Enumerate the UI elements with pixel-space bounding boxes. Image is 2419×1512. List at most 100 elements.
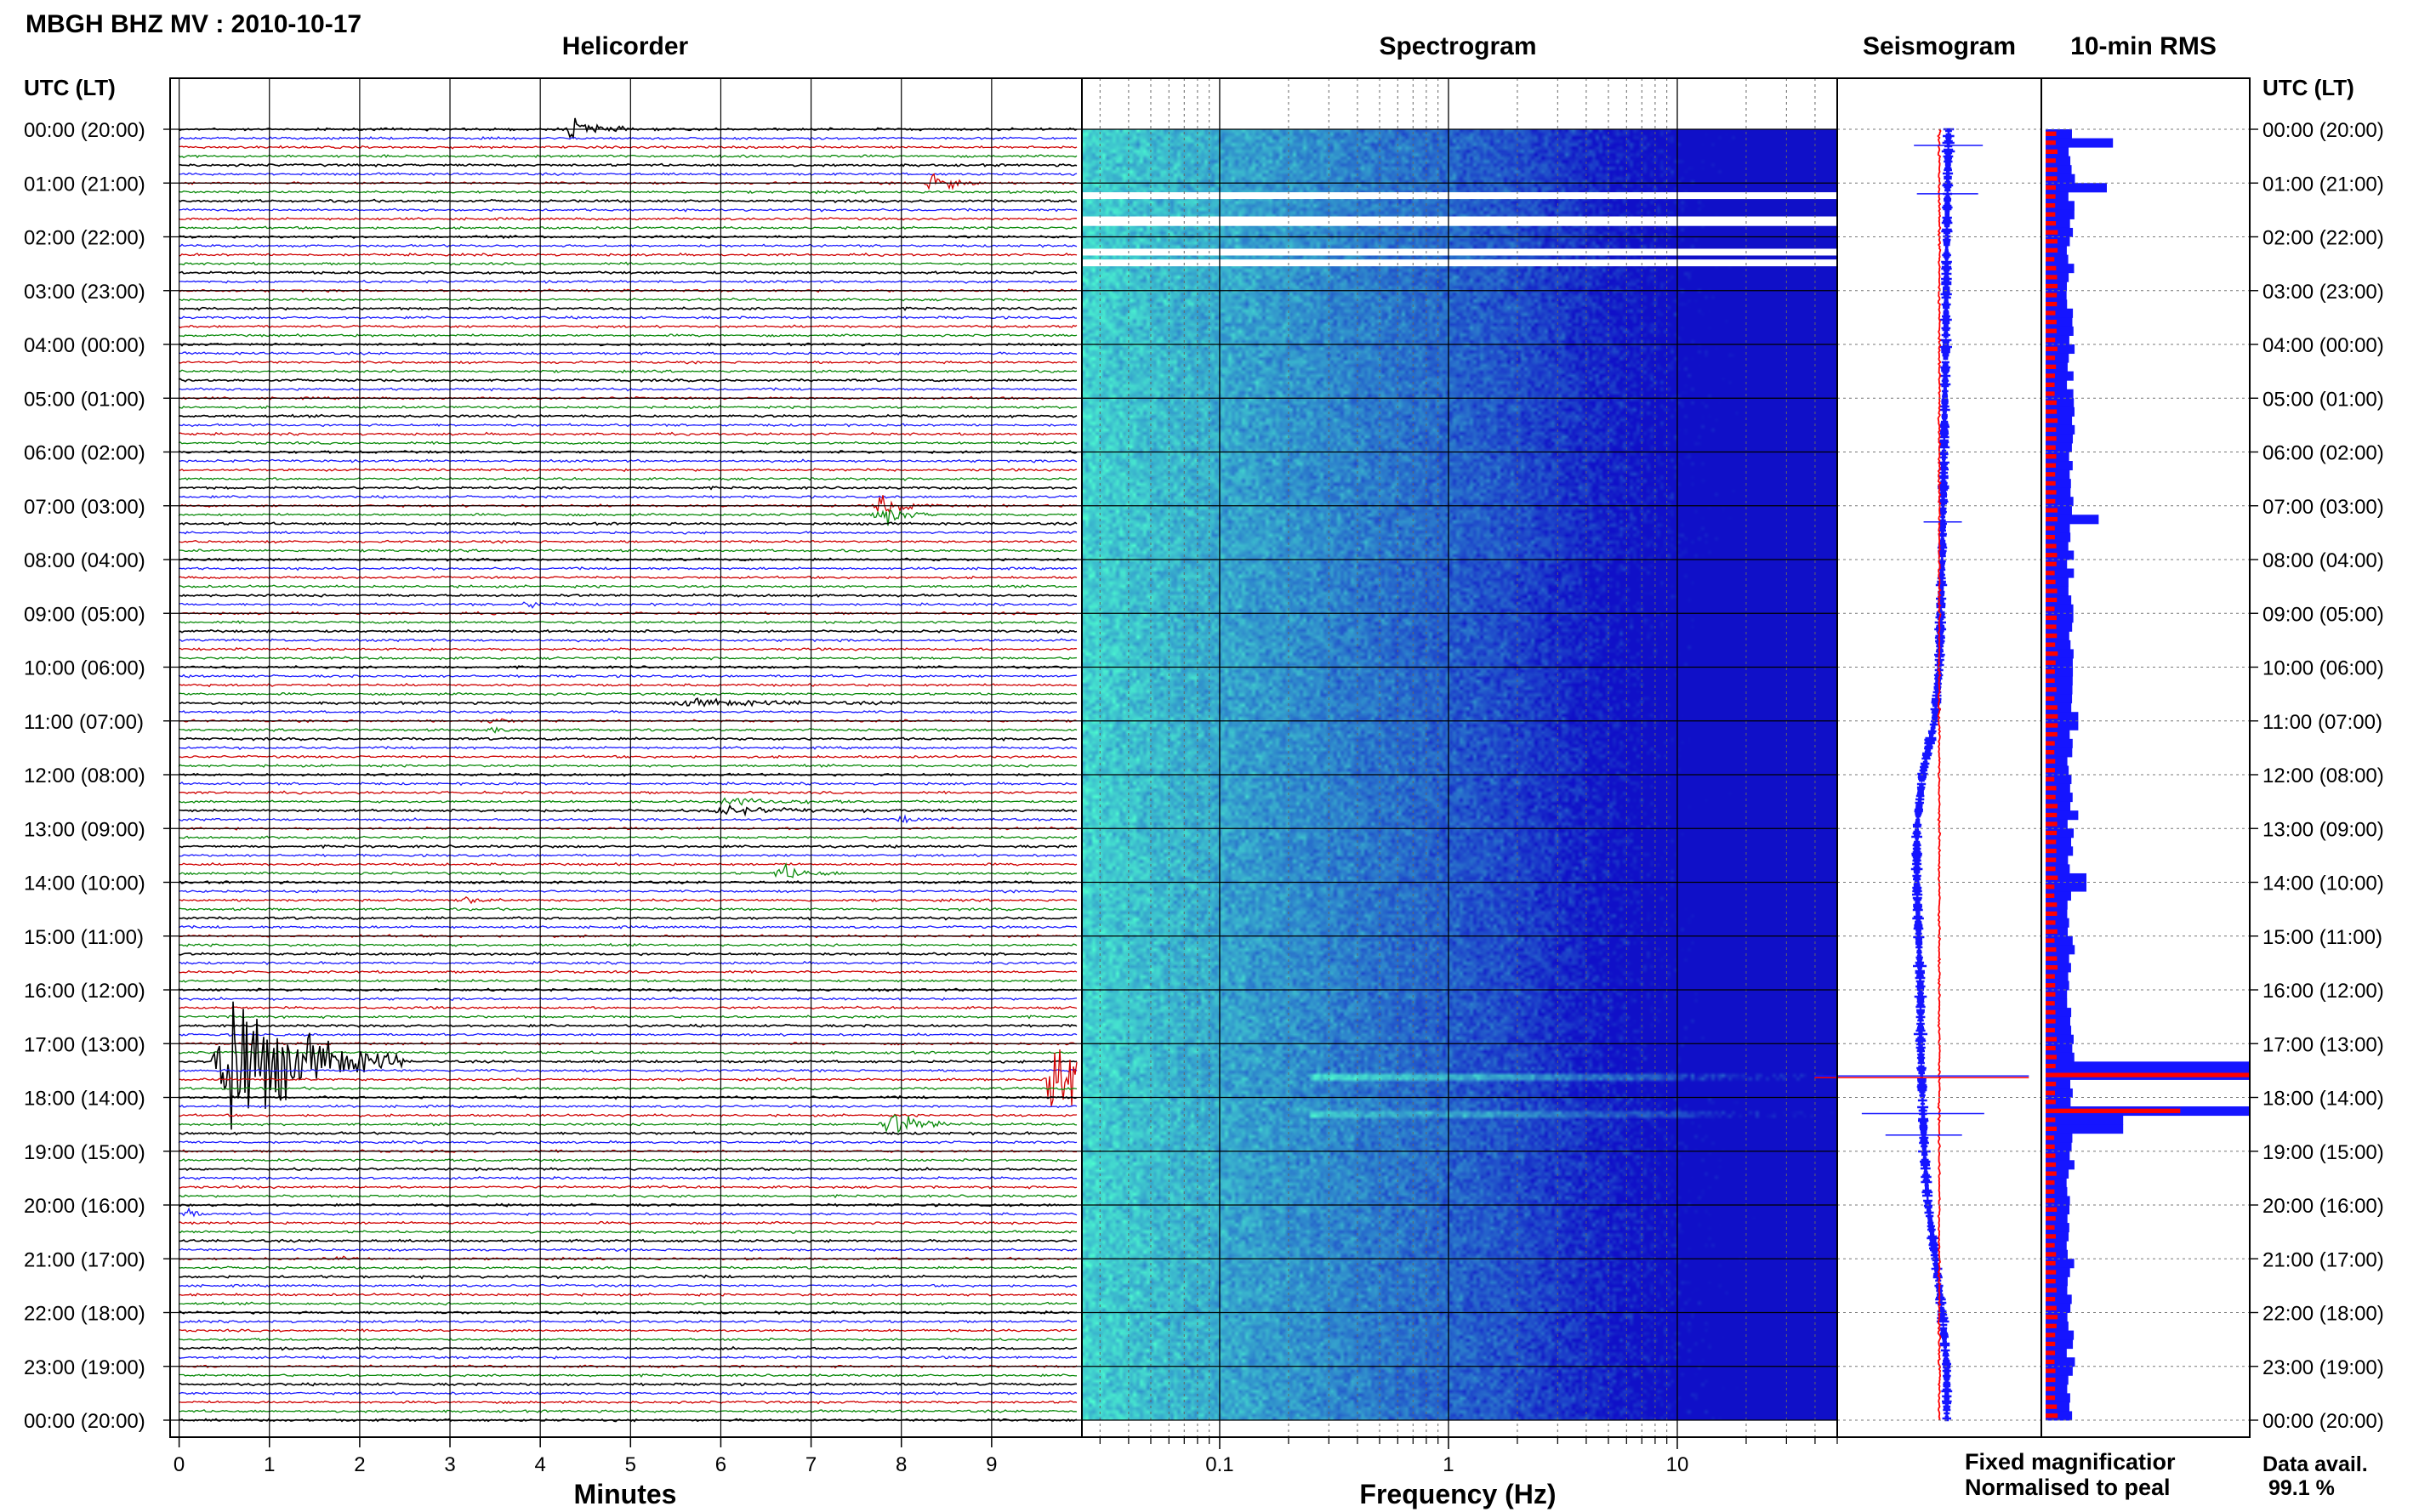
helicorder-trace bbox=[178, 978, 1078, 983]
helicorder-trace bbox=[178, 889, 1078, 894]
rms-bar-fixed bbox=[2046, 685, 2073, 695]
rms-bar-normalised bbox=[2046, 1153, 2056, 1158]
rms-bar-fixed bbox=[2046, 1366, 2073, 1376]
rms-bar-normalised bbox=[2046, 463, 2057, 468]
helicorder-trace bbox=[178, 1166, 1078, 1172]
rms-bar-fixed bbox=[2046, 1088, 2073, 1098]
helicorder-trace bbox=[178, 697, 1078, 708]
rms-bar-fixed bbox=[2046, 747, 2073, 758]
rms-bar-fixed bbox=[2046, 165, 2072, 175]
rms-bar-normalised bbox=[2046, 265, 2057, 271]
rms-bar-normalised bbox=[2046, 1072, 2250, 1077]
helicorder-trace bbox=[178, 173, 1078, 190]
time-label-left: 23:00 (19:00) bbox=[24, 1356, 145, 1379]
panel-frame bbox=[2040, 77, 2251, 1438]
rms-bar-fixed bbox=[2046, 1231, 2069, 1242]
rms-bar-normalised bbox=[2046, 176, 2058, 181]
helicorder-trace bbox=[178, 853, 1078, 858]
helicorder-trace bbox=[178, 646, 1078, 651]
rms-bar-fixed bbox=[2046, 398, 2075, 408]
minute-tick-label: 1 bbox=[264, 1453, 275, 1476]
helicorder-trace bbox=[178, 1238, 1078, 1243]
rms-bar-normalised bbox=[2046, 1216, 2056, 1221]
rms-bar-normalised bbox=[2046, 516, 2058, 522]
time-label-left: 18:00 (14:00) bbox=[24, 1088, 145, 1111]
rms-bar-normalised bbox=[2046, 1225, 2055, 1230]
helicorder-trace bbox=[178, 405, 1078, 410]
rms-bar-normalised bbox=[2046, 221, 2057, 226]
rms-bar-normalised bbox=[2046, 606, 2055, 611]
helicorder-trace bbox=[178, 861, 1078, 878]
time-label-right: 03:00 (23:00) bbox=[2262, 281, 2384, 304]
rms-bar-normalised bbox=[2046, 185, 2057, 190]
rms-bar-fixed bbox=[2046, 738, 2073, 748]
helicorder-trace bbox=[178, 924, 1078, 929]
helicorder-trace bbox=[178, 814, 1078, 824]
rms-bar-fixed bbox=[2046, 702, 2072, 713]
time-label-left: 03:00 (23:00) bbox=[24, 281, 145, 304]
helicorder-trace bbox=[178, 351, 1078, 355]
rms-bar-normalised bbox=[2046, 490, 2057, 495]
spectrogram-gap bbox=[1082, 259, 1837, 267]
helicorder-trace bbox=[178, 1292, 1078, 1297]
rms-bar-fixed bbox=[2046, 1384, 2068, 1394]
helicorder-trace bbox=[178, 190, 1078, 195]
helicorder-trace bbox=[178, 916, 1078, 921]
helicorder-trace bbox=[178, 198, 1078, 204]
rms-bar-normalised bbox=[2046, 167, 2058, 173]
helicorder-trace bbox=[178, 458, 1078, 463]
helicorder-trace bbox=[178, 691, 1078, 696]
rms-bar-normalised bbox=[2046, 1144, 2055, 1150]
minutes-axis-label: Minutes bbox=[574, 1479, 677, 1509]
rms-bar-fixed bbox=[2046, 353, 2069, 363]
minute-tick-label: 7 bbox=[805, 1453, 817, 1476]
rms-bar-normalised bbox=[2046, 1009, 2056, 1015]
rms-bar-fixed bbox=[2046, 1026, 2072, 1036]
rms-bar-normalised bbox=[2046, 597, 2058, 603]
rms-bar-fixed bbox=[2046, 1214, 2068, 1224]
spectrogram-gap bbox=[1082, 192, 1837, 200]
time-label-left: 04:00 (00:00) bbox=[24, 334, 145, 357]
rms-bar-normalised bbox=[2046, 1198, 2055, 1203]
rms-bar-fixed bbox=[2046, 945, 2075, 955]
time-label-right: 08:00 (04:00) bbox=[2262, 549, 2384, 572]
rms-bar-fixed bbox=[2046, 1411, 2073, 1421]
rms-bar-normalised bbox=[2046, 1350, 2056, 1356]
rms-bar-normalised bbox=[2046, 1063, 2056, 1069]
time-labels-right: 00:00 (20:00) 01:00 (21:00) 02:00 (22:00) 0… bbox=[2262, 119, 2384, 1433]
helicorder-trace bbox=[178, 548, 1078, 554]
rms-bar-normalised bbox=[2046, 1377, 2056, 1383]
time-label-left: 11:00 (07:00) bbox=[24, 711, 144, 734]
rms-bar-normalised bbox=[2046, 1260, 2056, 1266]
rms-bar-fixed bbox=[2046, 963, 2071, 973]
rms-bar-fixed bbox=[2046, 810, 2079, 821]
spectrogram-panel bbox=[1082, 78, 1838, 1437]
rms-bar-normalised bbox=[2046, 355, 2056, 361]
rms-bar-fixed bbox=[2046, 1330, 2075, 1340]
rms-bar-normalised bbox=[2046, 1162, 2057, 1168]
helicorder-trace bbox=[178, 261, 1077, 266]
rms-bar-normalised bbox=[2046, 1270, 2057, 1275]
time-label-left: 02:00 (22:00) bbox=[24, 227, 145, 250]
rms-bar-fixed bbox=[2046, 649, 2074, 659]
rms-bar-fixed bbox=[2046, 1097, 2071, 1107]
helicorder-trace bbox=[178, 369, 1078, 374]
helicorder-trace bbox=[178, 1015, 1078, 1020]
rms-bar-fixed bbox=[2046, 1186, 2068, 1197]
rms-bar-normalised bbox=[2046, 669, 2055, 674]
helicorder-trace bbox=[178, 1301, 1077, 1306]
rms-bar-normalised bbox=[2046, 553, 2058, 558]
rms-bar-fixed bbox=[2046, 326, 2074, 336]
rms-bar-fixed bbox=[2046, 981, 2069, 991]
rms-bar-fixed bbox=[2046, 1348, 2067, 1358]
rms-bar-fixed bbox=[2046, 971, 2069, 981]
rms-bar-normalised bbox=[2046, 633, 2058, 639]
helicorder-trace bbox=[178, 387, 1078, 392]
helicorder-trace bbox=[178, 1409, 1078, 1413]
helicorder-trace bbox=[178, 1255, 1078, 1261]
minute-tick-label: 4 bbox=[534, 1453, 545, 1476]
rms-bar-fixed bbox=[2046, 1259, 2075, 1269]
rms-bar-normalised bbox=[2046, 723, 2058, 728]
rms-bar-normalised bbox=[2046, 1180, 2055, 1185]
helicorder-trace bbox=[178, 942, 1078, 947]
